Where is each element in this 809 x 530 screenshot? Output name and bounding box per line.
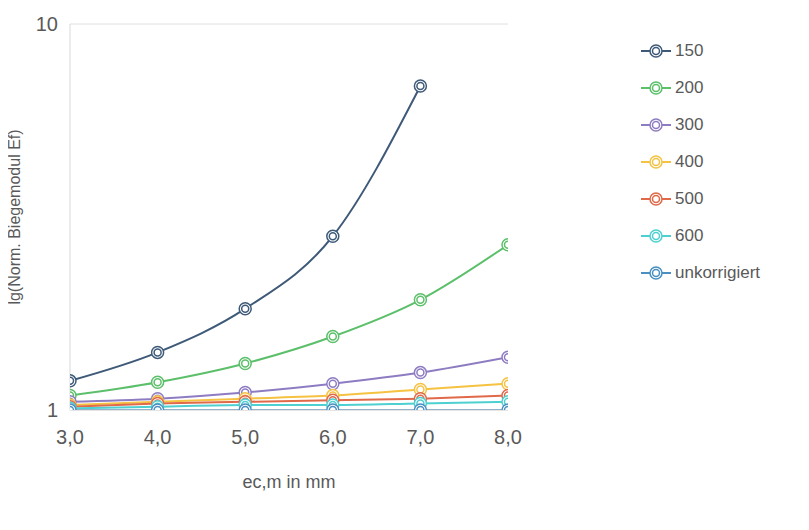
svg-text:7,0: 7,0 bbox=[406, 426, 434, 448]
svg-text:3,0: 3,0 bbox=[56, 426, 84, 448]
html-text:400: 400 bbox=[675, 151, 704, 171]
svg-text:1: 1 bbox=[47, 399, 58, 421]
html-text:200: 200 bbox=[675, 77, 704, 97]
svg-text:6,0: 6,0 bbox=[319, 426, 347, 448]
svg-text:8,0: 8,0 bbox=[494, 426, 522, 448]
svg-text:ec,m in mm: ec,m in mm bbox=[242, 472, 335, 492]
html-text:600: 600 bbox=[675, 225, 704, 245]
svg-text:10: 10 bbox=[36, 13, 58, 35]
html-text:150: 150 bbox=[675, 40, 704, 60]
html-text:unkorrigiert: unkorrigiert bbox=[675, 262, 760, 282]
svg-text:4,0: 4,0 bbox=[144, 426, 172, 448]
svg-text:5,0: 5,0 bbox=[231, 426, 259, 448]
html-text:300: 300 bbox=[675, 114, 704, 134]
html-text:500: 500 bbox=[675, 188, 704, 208]
svg-text:lg(Norm. Biegemodul Ef): lg(Norm. Biegemodul Ef) bbox=[8, 129, 23, 304]
